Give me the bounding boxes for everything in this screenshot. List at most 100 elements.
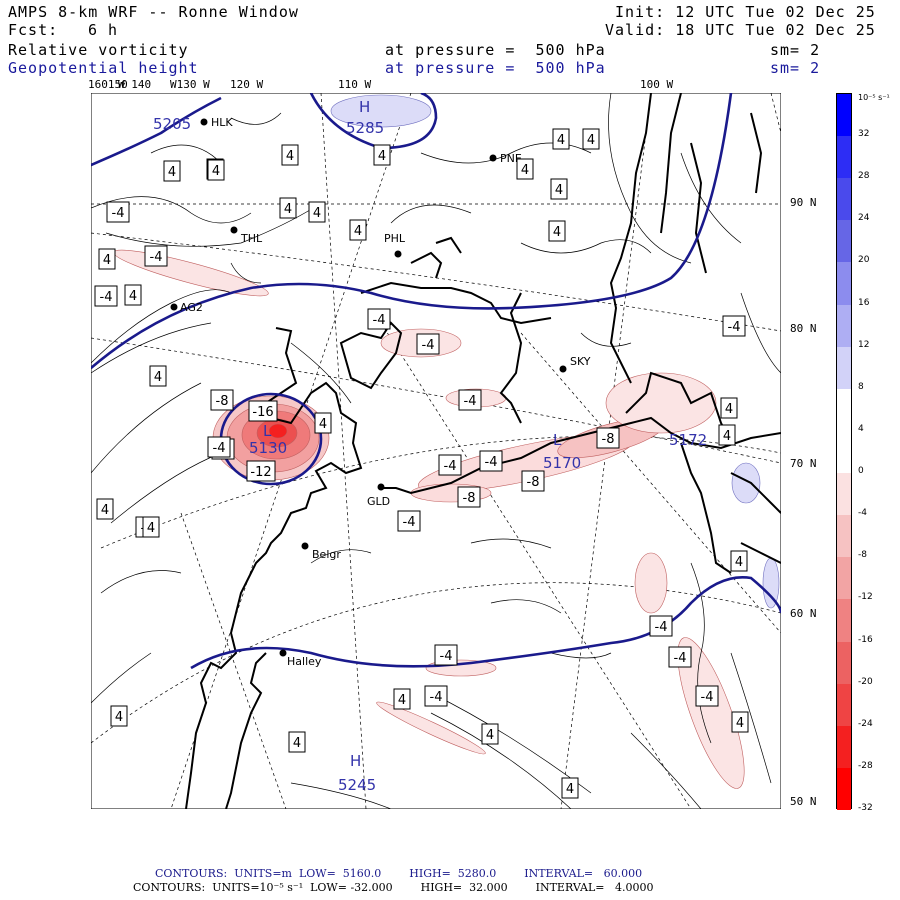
vorticity-contour-value: -4	[485, 455, 498, 470]
vorticity-contour-value: -4	[674, 651, 687, 666]
low-center-marker: L	[553, 431, 562, 449]
colorbar-segment	[837, 430, 851, 474]
height-value-label: 5245	[338, 776, 376, 794]
vorticity-contour-value: 4	[521, 163, 529, 178]
lat-label: 90 N	[790, 196, 817, 209]
vorticity-contour-label: 4	[96, 498, 114, 520]
vorticity-contour-label: 4	[720, 397, 738, 419]
vorticity-contour-label: -4	[367, 308, 391, 330]
vorticity-contour-value: -4	[150, 250, 163, 265]
vorticity-contour-value: 4	[293, 736, 301, 751]
colorbar-segment	[837, 641, 851, 685]
valid-time: Valid: 18 UTC Tue 02 Dec 25	[605, 21, 876, 39]
vorticity-contour-label: 4	[550, 178, 568, 200]
vorticity-contour-label: 4	[731, 711, 749, 733]
stations: HLK PNE THL PHL AG2 SKY GLD Belgr Halley	[170, 116, 591, 668]
station-marker-ag2	[170, 303, 178, 311]
vorticity-contour-value: 4	[398, 693, 406, 708]
height-labels: 5205 H 5285 L 5130 L 5170 5172 H 5245	[153, 98, 707, 794]
vorticity-contour-value: 4	[115, 710, 123, 725]
vorticity-contour-value: 4	[154, 370, 162, 385]
vorticity-contour-label: -8	[457, 486, 481, 508]
vorticity-contour-label: -4	[416, 333, 440, 355]
station-label-ag2: AG2	[180, 301, 203, 314]
vorticity-contour-label: 4	[548, 220, 566, 242]
vorticity-contour-value: 4	[725, 402, 733, 417]
lon-label: W 140	[118, 78, 152, 91]
footer-contours-vorticity: CONTOURS: UNITS=10⁻⁵ s⁻¹ LOW= -32.000 HI…	[133, 881, 654, 894]
vorticity-contour-label: -4	[458, 389, 482, 411]
vorticity-contour-label: 4	[393, 688, 411, 710]
station-marker-halley	[279, 649, 287, 657]
station-label-belgr: Belgr	[312, 548, 341, 561]
station-marker-sky	[559, 365, 567, 373]
station-label-thl: THL	[240, 232, 263, 245]
colorbar-tick-label: 24	[858, 213, 870, 224]
vorticity-contour-label: -4	[722, 315, 746, 337]
vorticity-contour-label: -8	[521, 470, 545, 492]
colorbar-tick-label: 16	[858, 297, 870, 308]
station-marker-belgr	[301, 542, 309, 550]
height-value-label: 5130	[249, 439, 287, 457]
station-marker-gld	[377, 483, 385, 491]
field1-name: Relative vorticity	[8, 41, 189, 59]
vorticity-contour-value: -4	[728, 320, 741, 335]
vorticity-contour-label: 4	[207, 159, 225, 181]
vorticity-contour-label: -4	[479, 450, 503, 472]
lat-label: 50 N	[790, 795, 817, 808]
station-marker-hlk	[200, 118, 208, 126]
colorbar-tick-label: -24	[858, 718, 873, 729]
vorticity-contour-label: 4	[163, 160, 181, 182]
lon-label: W130 W	[170, 78, 210, 91]
vorticity-contour-label: -4	[434, 644, 458, 666]
colorbar-segment	[837, 94, 851, 137]
vorticity-contour-value: -4	[213, 441, 226, 456]
vorticity-contour-label: 4	[718, 424, 736, 446]
vorticity-contour-label: 4	[552, 128, 570, 150]
station-label-halley: Halley	[287, 655, 322, 668]
lat-label: 80 N	[790, 322, 817, 335]
vorticity-contour-label: -4	[695, 685, 719, 707]
lon-label: 110 W	[338, 78, 372, 91]
vorticity-contour-value: -8	[463, 491, 476, 506]
vorticity-contour-value: -4	[464, 394, 477, 409]
vorticity-contour-label: 4	[288, 731, 306, 753]
colorbar-tick-label: 0	[858, 466, 864, 477]
colorbar-tick-label: -4	[858, 508, 867, 519]
vorticity-contour-value: 4	[557, 133, 565, 148]
station-label-phl: PHL	[384, 232, 406, 245]
station-label-sky: SKY	[570, 355, 591, 368]
init-time: Init: 12 UTC Tue 02 Dec 25	[615, 3, 876, 21]
vorticity-contour-value: -16	[252, 405, 273, 420]
vorticity-contour-value: 4	[555, 183, 563, 198]
vorticity-contour-value: 4	[378, 149, 386, 164]
high-center-marker: H	[350, 752, 361, 770]
vorticity-contour-label: -16	[248, 400, 278, 422]
colorbar-segment	[837, 346, 851, 390]
vorticity-contour-value: -4	[655, 620, 668, 635]
lat-label: 70 N	[790, 457, 817, 470]
vorticity-contour-value: -4	[403, 515, 416, 530]
colorbar-tick-label: -8	[858, 550, 867, 561]
field2-smoothing: sm= 2	[770, 59, 821, 77]
colorbar-segment	[837, 136, 851, 179]
vorticity-contour-value: -12	[250, 465, 271, 480]
vorticity-contour-value: -4	[701, 690, 714, 705]
field1-smoothing: sm= 2	[770, 41, 821, 59]
vorticity-contour-label: 4	[516, 158, 534, 180]
colorbar-tick-label: 32	[858, 129, 870, 140]
vorticity-contour-label: -4	[424, 685, 448, 707]
vorticity-contour-value: 4	[587, 133, 595, 148]
vorticity-contour-value: 4	[168, 165, 176, 180]
colorbar-segment	[837, 683, 851, 727]
vorticity-contour-value: 4	[553, 225, 561, 240]
colorbar-tick-label: 4	[858, 423, 864, 434]
station-marker-pne	[489, 154, 497, 162]
colorbar-segment	[837, 599, 851, 643]
colorbar-tick-label: -16	[858, 634, 873, 645]
colorbar-tick-label: -12	[858, 592, 873, 603]
forecast-label: Fcst:	[8, 21, 59, 39]
vorticity-contour-label: -4	[397, 510, 421, 532]
colorbar-segment	[837, 767, 851, 811]
vorticity-contour-value: -8	[216, 394, 229, 409]
